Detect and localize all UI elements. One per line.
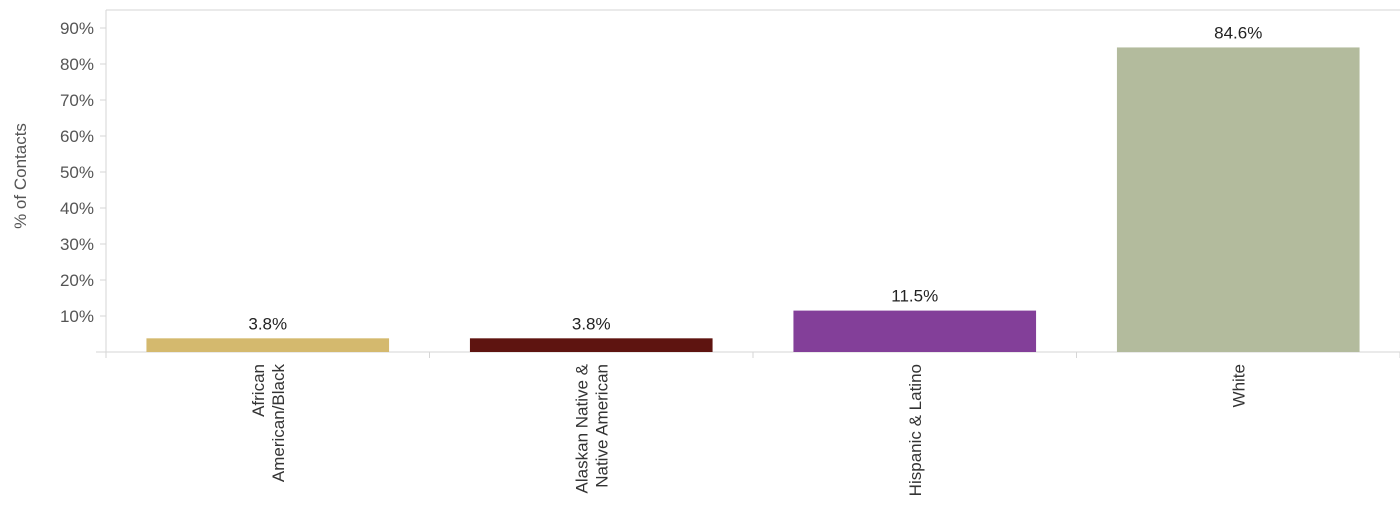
bar [793,310,1037,352]
data-label: 84.6% [1214,23,1262,42]
y-tick-label: 70% [60,91,94,110]
y-tick-label: 10% [60,307,94,326]
data-labels: 3.8% 3.8% 11.5% 84.6% [248,23,1262,333]
y-tick-label: 60% [60,127,94,146]
y-axis: 10% 20% 30% 40% 50% 60% 70% 80% 90% [60,9,1400,352]
category-label-line: Alaskan Native & [572,363,591,493]
bar [146,338,390,352]
y-tick-label: 30% [60,235,94,254]
y-tick-label: 50% [60,163,94,182]
y-tick-label: 90% [60,19,94,38]
data-label: 11.5% [891,287,938,306]
bar [469,338,713,352]
y-tick-label: 40% [60,199,94,218]
x-axis [96,351,1400,358]
category-label: Alaskan Native & Native American [572,363,611,493]
category-label: African American/Black [249,364,288,483]
category-label-line: White [1229,364,1248,407]
bars [146,47,1360,352]
category-label-line: African [249,364,268,417]
category-labels: African American/Black Alaskan Native & Nat… [249,363,1249,496]
category-label-line: American/Black [269,364,288,483]
category-label-line: Native American [592,364,611,488]
category-label: Hispanic & Latino [906,364,925,496]
category-label-line: Hispanic & Latino [906,364,925,496]
data-label: 3.8% [248,314,287,333]
y-tick-label: 80% [60,55,94,74]
bar [1116,47,1360,352]
data-label: 3.8% [572,314,611,333]
category-label: White [1229,364,1248,407]
y-axis-title: % of Contacts [11,123,30,229]
y-tick-label: 20% [60,271,94,290]
